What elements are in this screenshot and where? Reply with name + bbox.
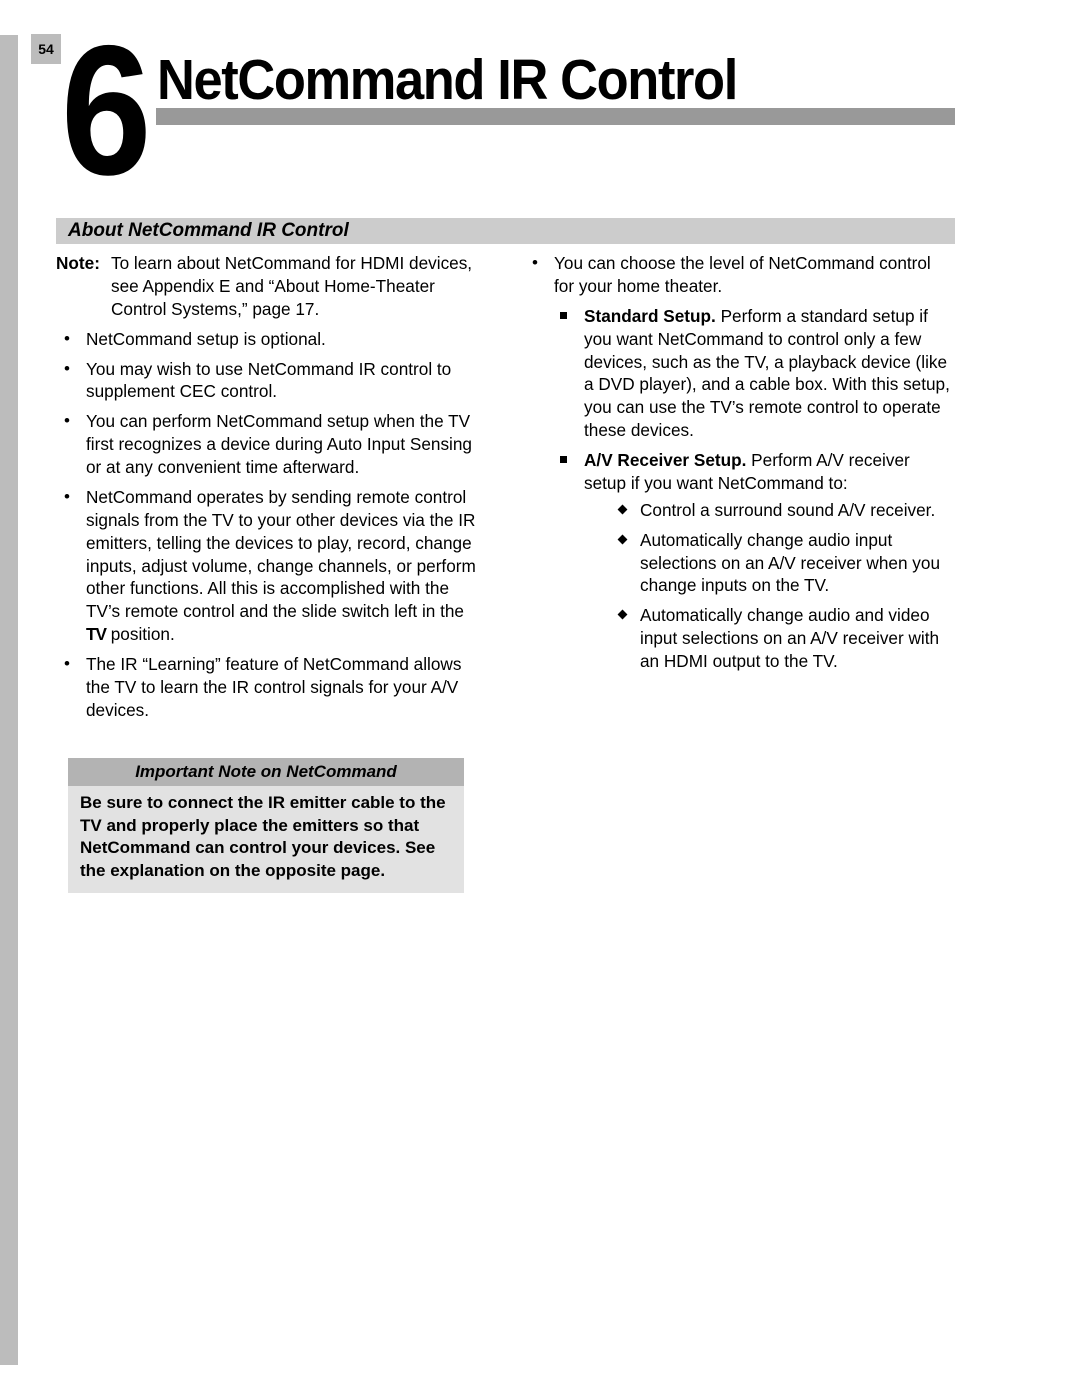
list-item: A/V Receiver Setup. Perform A/V receiver… [554, 449, 955, 673]
left-column: Note: To learn about NetCommand for HDMI… [56, 252, 487, 893]
right-diamonds: Control a surround sound A/V receiver. A… [584, 499, 955, 673]
tv-suffix: position. [106, 624, 175, 644]
list-item: You can perform NetCommand setup when th… [56, 410, 487, 479]
list-text: NetCommand operates by sending remote co… [86, 487, 476, 621]
list-item: The IR “Learning” feature of NetCommand … [56, 653, 487, 722]
tv-label: TV [86, 624, 106, 644]
page-number-box: 54 [31, 34, 61, 64]
callout-box: Important Note on NetCommand Be sure to … [68, 758, 464, 893]
list-item: NetCommand operates by sending remote co… [56, 486, 487, 646]
right-squares: Standard Setup. Perform a standard setup… [524, 305, 955, 673]
list-item: Control a surround sound A/V receiver. [614, 499, 955, 522]
body-columns: Note: To learn about NetCommand for HDMI… [56, 252, 955, 893]
note-text: To learn about NetCommand for HDMI devic… [111, 252, 487, 321]
note-row: Note: To learn about NetCommand for HDMI… [56, 252, 487, 321]
list-item: Automatically change audio input selecti… [614, 529, 955, 598]
title-underline-bar [156, 108, 955, 125]
chapter-title: NetCommand IR Control [157, 47, 737, 113]
list-item: You can choose the level of NetCommand c… [524, 252, 955, 298]
chapter-number: 6 [61, 19, 145, 204]
right-column: You can choose the level of NetCommand c… [524, 252, 955, 893]
list-item: NetCommand setup is optional. [56, 328, 487, 351]
left-spine [0, 35, 18, 1365]
left-bullets: NetCommand setup is optional. You may wi… [56, 328, 487, 722]
list-item: Standard Setup. Perform a standard setup… [554, 305, 955, 442]
callout-body: Be sure to connect the IR emitter cable … [68, 786, 464, 892]
page-number: 54 [38, 41, 54, 57]
standard-setup-label: Standard Setup. [584, 306, 716, 326]
right-bullets: You can choose the level of NetCommand c… [524, 252, 955, 298]
av-setup-label: A/V Receiver Setup. [584, 450, 746, 470]
list-item: Automatically change audio and video inp… [614, 604, 955, 673]
note-label: Note: [56, 252, 111, 321]
section-title: About NetCommand IR Control [68, 220, 349, 242]
section-title-bar: About NetCommand IR Control [56, 218, 955, 244]
list-item: You may wish to use NetCommand IR contro… [56, 358, 487, 404]
callout-title: Important Note on NetCommand [68, 758, 464, 787]
